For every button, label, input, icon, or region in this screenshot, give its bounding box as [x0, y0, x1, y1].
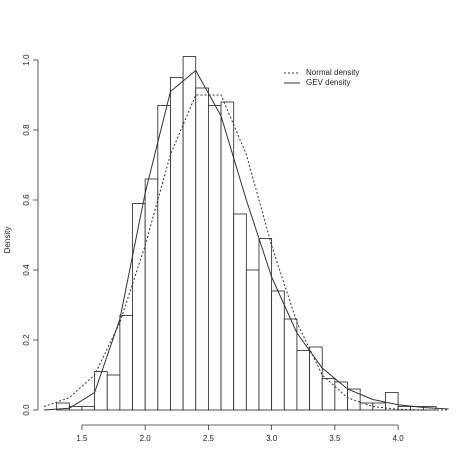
y-tick-label: 0.8 — [22, 124, 31, 136]
y-tick-label: 0.6 — [22, 194, 31, 206]
histogram-bar — [170, 77, 184, 411]
histogram-bar — [157, 105, 171, 411]
histogram-bar — [144, 178, 159, 411]
y-tick-label: 0.0 — [22, 404, 31, 416]
histogram-bar — [385, 392, 399, 411]
histogram-bar — [132, 203, 146, 411]
histogram-bar — [283, 318, 298, 411]
histogram-bar — [182, 56, 197, 411]
y-axis-label: Density — [3, 227, 12, 254]
x-tick-label: 2.0 — [140, 434, 152, 443]
histogram-bar — [94, 371, 108, 411]
histogram-bar — [245, 269, 260, 411]
histogram-bar — [195, 87, 209, 411]
histogram-bar — [347, 388, 361, 411]
y-tick-label: 0.4 — [22, 264, 31, 276]
legend-label: GEV density — [306, 78, 350, 87]
histogram-bar — [321, 378, 336, 411]
density-line — [43, 69, 449, 411]
y-tick-label: 0.2 — [22, 334, 31, 346]
x-tick-label: 3.5 — [329, 434, 341, 443]
histogram-bar — [309, 346, 323, 411]
histogram-bar — [233, 213, 247, 411]
density-line — [43, 94, 449, 411]
histogram-bar — [296, 350, 310, 411]
y-tick-label: 1.0 — [22, 54, 31, 66]
histogram-bar — [220, 101, 235, 411]
x-tick-label: 4.0 — [393, 434, 405, 443]
x-tick-label: 2.5 — [203, 434, 215, 443]
x-tick-label: 3.0 — [266, 434, 278, 443]
histogram-bar — [397, 406, 412, 411]
histogram-bar — [271, 290, 285, 411]
histogram-bar — [258, 238, 273, 411]
histogram-bar — [81, 406, 95, 411]
histogram-bar — [334, 381, 348, 411]
histogram-bar — [207, 105, 222, 411]
histogram-bar — [106, 374, 121, 411]
histogram-bar — [119, 315, 133, 411]
legend-label: Normal density — [306, 68, 359, 77]
x-tick-label: 1.5 — [76, 434, 88, 443]
